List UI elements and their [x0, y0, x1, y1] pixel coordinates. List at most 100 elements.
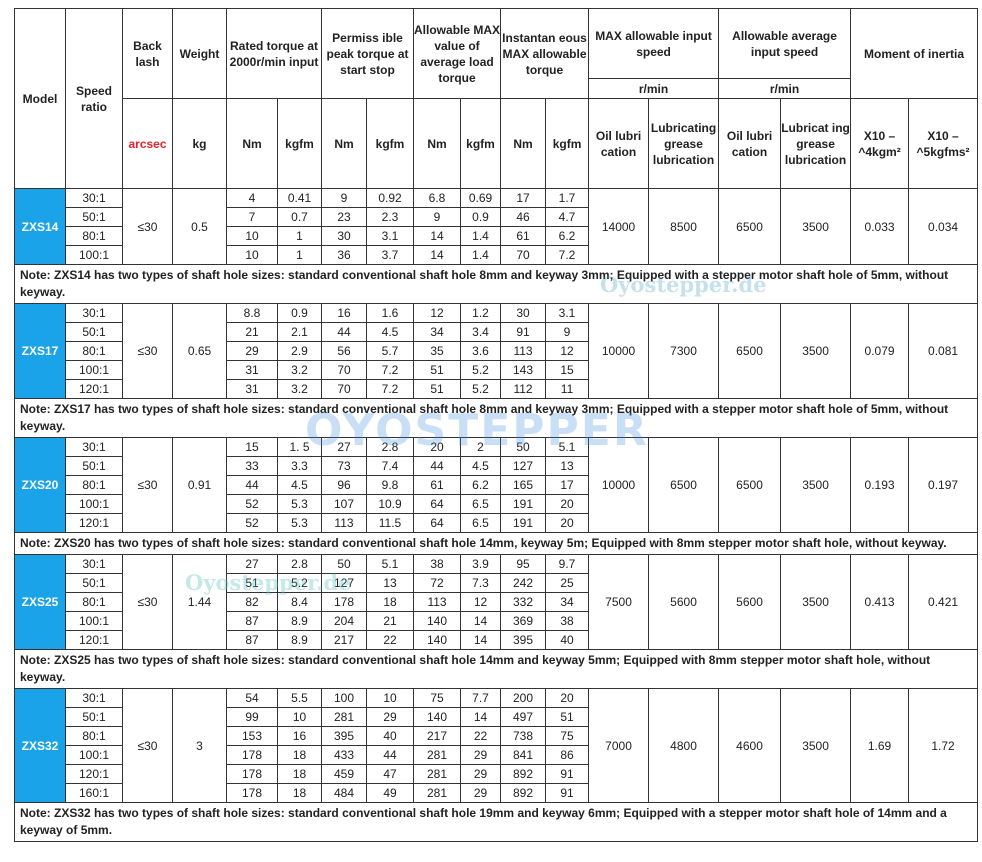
peak-torque-kgfm-cell: 7.4 — [365, 456, 415, 476]
table-row: 120:1 52 5.3 113 11.5 64 6.5 191 20 — [15, 513, 978, 533]
rated-torque-nm-cell: 10 — [226, 245, 278, 265]
max-oil-cell: 7000 — [588, 688, 650, 803]
header-backlash: Back lash — [122, 8, 173, 99]
avg-oil-cell: 4600 — [718, 688, 782, 803]
avg-load-torque-kgfm-cell: 7.7 — [460, 688, 502, 708]
peak-torque-nm-cell: 217 — [321, 630, 367, 650]
peak-torque-kgfm-cell: 40 — [365, 726, 415, 746]
speed-ratio-cell: 80:1 — [65, 341, 123, 361]
rated-torque-nm-cell: 52 — [226, 513, 278, 533]
header-inertia: Moment of inertia — [850, 8, 979, 99]
avg-load-torque-kgfm-cell: 14 — [460, 707, 502, 727]
instant-torque-nm-cell: 113 — [500, 341, 547, 361]
unit-nm: Nm — [226, 98, 278, 189]
instant-torque-nm-cell: 738 — [500, 726, 547, 746]
unit-arcsec: arcsec — [122, 98, 173, 189]
instant-torque-kgfm-cell: 9.7 — [545, 554, 590, 574]
inertia2-cell: 1.72 — [908, 688, 979, 803]
peak-torque-kgfm-cell: 10.9 — [365, 494, 415, 514]
avg-load-torque-nm-cell: 34 — [413, 322, 462, 342]
peak-torque-nm-cell: 44 — [321, 322, 367, 342]
instant-torque-nm-cell: 191 — [500, 494, 547, 514]
instant-torque-kgfm-cell: 75 — [545, 726, 590, 746]
specs-table: Model Speed ratio Back lash Weight Rated… — [13, 8, 979, 842]
table-row: ZXS17 30:1 ≤30 0.65 8.8 0.9 16 1.6 12 1.2 30 3.1 100… — [14, 303, 979, 399]
unit-kgfm: kgfm — [277, 98, 322, 189]
avg-load-torque-nm-cell: 35 — [413, 341, 462, 361]
rated-torque-kgfm-cell: 5.3 — [277, 513, 322, 533]
peak-torque-nm-cell: 96 — [321, 475, 367, 495]
model-cell: ZXS25 — [14, 554, 66, 650]
peak-torque-nm-cell: 27 — [321, 437, 367, 457]
instant-torque-nm-cell: 191 — [500, 513, 547, 533]
table-row: 80:1 29 2.9 56 5.7 35 3.6 113 12 — [15, 341, 978, 361]
unit-kg: kg — [172, 98, 227, 189]
table-row: 160:1 178 18 484 49 281 29 892 91 — [15, 783, 978, 803]
instant-torque-nm-cell: 200 — [500, 688, 547, 708]
peak-torque-kgfm-cell: 3.1 — [365, 226, 415, 246]
inertia2-cell: 0.034 — [908, 188, 979, 265]
avg-load-torque-nm-cell: 12 — [413, 303, 462, 323]
rated-torque-nm-cell: 178 — [226, 764, 278, 784]
note-text: Note: ZXS14 has two types of shaft hole … — [13, 264, 979, 304]
header-peak-torque: Permiss ible peak torque at start stop — [320, 8, 415, 99]
speed-ratio-cell: 160:1 — [65, 783, 123, 803]
peak-torque-nm-cell: 70 — [321, 360, 367, 380]
rated-torque-kgfm-cell: 8.9 — [277, 611, 322, 631]
instant-torque-nm-cell: 50 — [500, 437, 547, 457]
max-grease-cell: 4800 — [648, 688, 720, 803]
model-cell: ZXS20 — [14, 437, 66, 533]
avg-load-torque-nm-cell: 113 — [413, 592, 462, 612]
inertia1-cell: 0.079 — [850, 303, 910, 399]
instant-torque-kgfm-cell: 5.1 — [545, 437, 590, 457]
rated-torque-kgfm-cell: 18 — [277, 783, 322, 803]
avg-load-torque-nm-cell: 64 — [413, 494, 462, 514]
instant-torque-nm-cell: 892 — [500, 783, 547, 803]
peak-torque-kgfm-cell: 2.3 — [365, 207, 415, 227]
unit-grease-lubrication: Lubricating grease lubrication — [648, 98, 720, 189]
avg-load-torque-nm-cell: 20 — [413, 437, 462, 457]
rated-torque-kgfm-cell: 2.8 — [277, 554, 322, 574]
weight-cell: 0.65 — [172, 303, 227, 399]
note-row: Note: ZXS32 has two types of shaft hole … — [13, 802, 979, 842]
speed-ratio-cell: 80:1 — [65, 592, 123, 612]
avg-load-torque-nm-cell: 38 — [413, 554, 462, 574]
table-row: 100:1 178 18 433 44 281 29 841 86 — [15, 745, 978, 765]
unit-nm: Nm — [413, 98, 462, 189]
inertia1-cell: 0.193 — [850, 437, 910, 533]
max-oil-cell: 10000 — [588, 303, 650, 399]
avg-load-torque-nm-cell: 281 — [413, 745, 462, 765]
header-rpm: r/min — [588, 78, 720, 99]
unit-kgfm: kgfm — [365, 98, 415, 189]
peak-torque-kgfm-cell: 11.5 — [365, 513, 415, 533]
peak-torque-kgfm-cell: 29 — [365, 707, 415, 727]
speed-ratio-cell: 30:1 — [65, 437, 123, 457]
note-row: Note: ZXS20 has two types of shaft hole … — [13, 532, 979, 555]
avg-load-torque-nm-cell: 44 — [413, 456, 462, 476]
peak-torque-nm-cell: 73 — [321, 456, 367, 476]
instant-torque-kgfm-cell: 86 — [545, 745, 590, 765]
speed-ratio-cell: 30:1 — [65, 303, 123, 323]
instant-torque-kgfm-cell: 38 — [545, 611, 590, 631]
rated-torque-kgfm-cell: 3.3 — [277, 456, 322, 476]
avg-load-torque-kgfm-cell: 2 — [460, 437, 502, 457]
backlash-cell: ≤30 — [122, 303, 173, 399]
table-row: 50:1 99 10 281 29 140 14 497 51 — [15, 707, 978, 727]
rated-torque-kgfm-cell: 5.5 — [277, 688, 322, 708]
rated-torque-kgfm-cell: 2.9 — [277, 341, 322, 361]
avg-load-torque-nm-cell: 14 — [413, 245, 462, 265]
speed-ratio-cell: 50:1 — [65, 573, 123, 593]
rated-torque-nm-cell: 31 — [226, 379, 278, 399]
instant-torque-kgfm-cell: 11 — [545, 379, 590, 399]
rated-torque-nm-cell: 10 — [226, 226, 278, 246]
rated-torque-kgfm-cell: 0.9 — [277, 303, 322, 323]
table-row: ZXS25 30:1 ≤30 1.44 27 2.8 50 5.1 38 3.9 95 9.7 7500… — [14, 554, 979, 650]
speed-ratio-cell: 50:1 — [65, 207, 123, 227]
speed-ratio-cell: 120:1 — [65, 379, 123, 399]
speed-ratio-cell: 80:1 — [65, 726, 123, 746]
peak-torque-nm-cell: 100 — [321, 688, 367, 708]
unit-kgfm: kgfm — [545, 98, 590, 189]
instant-torque-nm-cell: 242 — [500, 573, 547, 593]
rated-torque-kgfm-cell: 4.5 — [277, 475, 322, 495]
avg-load-torque-nm-cell: 140 — [413, 630, 462, 650]
